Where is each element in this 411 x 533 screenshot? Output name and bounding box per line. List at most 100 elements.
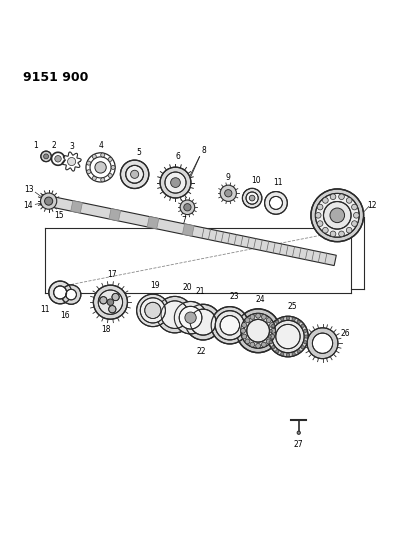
Text: 26: 26	[340, 328, 350, 337]
Circle shape	[346, 228, 352, 233]
Circle shape	[351, 204, 357, 210]
Circle shape	[315, 213, 321, 218]
Circle shape	[241, 313, 275, 348]
Circle shape	[323, 201, 351, 229]
Text: 12: 12	[367, 201, 376, 209]
Circle shape	[49, 281, 72, 304]
Circle shape	[353, 213, 359, 218]
Circle shape	[185, 304, 221, 340]
Circle shape	[44, 197, 53, 205]
Circle shape	[286, 353, 290, 357]
Text: 1: 1	[34, 141, 38, 150]
Circle shape	[265, 191, 287, 214]
Circle shape	[107, 299, 114, 305]
Circle shape	[269, 341, 272, 344]
Circle shape	[220, 316, 240, 335]
Text: 10: 10	[252, 176, 261, 185]
Text: 16: 16	[60, 311, 70, 320]
Circle shape	[87, 169, 91, 174]
Circle shape	[323, 198, 328, 203]
Circle shape	[95, 161, 106, 173]
Circle shape	[220, 185, 236, 201]
Circle shape	[339, 194, 344, 199]
Circle shape	[247, 319, 270, 342]
Text: 9: 9	[226, 173, 231, 182]
Circle shape	[242, 188, 262, 208]
Text: 2: 2	[51, 141, 56, 150]
Circle shape	[241, 328, 245, 333]
Circle shape	[215, 311, 245, 340]
Circle shape	[98, 290, 122, 314]
Circle shape	[268, 335, 271, 338]
Circle shape	[245, 339, 250, 344]
Circle shape	[100, 297, 107, 304]
Circle shape	[185, 312, 196, 324]
Polygon shape	[109, 208, 120, 221]
Circle shape	[54, 286, 67, 299]
Circle shape	[250, 342, 255, 347]
Text: 19: 19	[150, 281, 160, 290]
Circle shape	[160, 167, 191, 198]
Polygon shape	[71, 201, 82, 213]
Circle shape	[270, 322, 275, 327]
Circle shape	[111, 165, 115, 169]
Circle shape	[261, 314, 266, 319]
Text: 24: 24	[255, 295, 265, 304]
Circle shape	[312, 333, 332, 353]
Circle shape	[281, 352, 284, 356]
Circle shape	[323, 228, 328, 233]
Circle shape	[140, 298, 165, 323]
Text: 20: 20	[182, 282, 192, 292]
Circle shape	[120, 160, 149, 189]
Circle shape	[236, 309, 280, 353]
Circle shape	[261, 342, 266, 347]
Circle shape	[61, 285, 81, 304]
Circle shape	[41, 193, 57, 209]
Text: 7: 7	[181, 216, 186, 225]
Circle shape	[256, 343, 261, 348]
Text: 14: 14	[23, 201, 33, 209]
Circle shape	[315, 193, 359, 237]
Circle shape	[292, 318, 295, 321]
Circle shape	[305, 335, 308, 338]
Circle shape	[242, 322, 247, 327]
Circle shape	[339, 231, 344, 237]
Circle shape	[101, 153, 105, 157]
Circle shape	[276, 320, 279, 324]
Text: 9151 900: 9151 900	[23, 71, 88, 84]
Circle shape	[108, 157, 112, 161]
Circle shape	[157, 296, 193, 333]
Circle shape	[270, 334, 275, 339]
Text: 22: 22	[196, 347, 206, 356]
Circle shape	[108, 173, 112, 177]
Circle shape	[44, 154, 48, 159]
Text: 8: 8	[201, 146, 206, 155]
Circle shape	[179, 306, 202, 329]
Text: 25: 25	[287, 302, 297, 311]
Circle shape	[67, 157, 76, 166]
Circle shape	[112, 293, 119, 301]
Circle shape	[246, 192, 258, 204]
Circle shape	[92, 155, 96, 158]
Circle shape	[276, 325, 300, 349]
Circle shape	[304, 341, 307, 344]
Circle shape	[225, 190, 232, 197]
Circle shape	[270, 197, 282, 209]
Circle shape	[126, 165, 143, 183]
Circle shape	[161, 301, 189, 328]
Circle shape	[304, 329, 307, 333]
Circle shape	[211, 306, 249, 344]
Text: 27: 27	[294, 440, 304, 449]
Circle shape	[171, 177, 180, 188]
Circle shape	[317, 204, 323, 210]
Circle shape	[330, 208, 344, 223]
Text: 6: 6	[175, 152, 180, 161]
Circle shape	[301, 324, 304, 327]
Circle shape	[346, 198, 352, 203]
Circle shape	[268, 316, 308, 357]
Circle shape	[307, 328, 338, 359]
Circle shape	[330, 194, 336, 199]
Circle shape	[256, 313, 261, 318]
Circle shape	[292, 352, 295, 356]
Circle shape	[281, 318, 284, 321]
